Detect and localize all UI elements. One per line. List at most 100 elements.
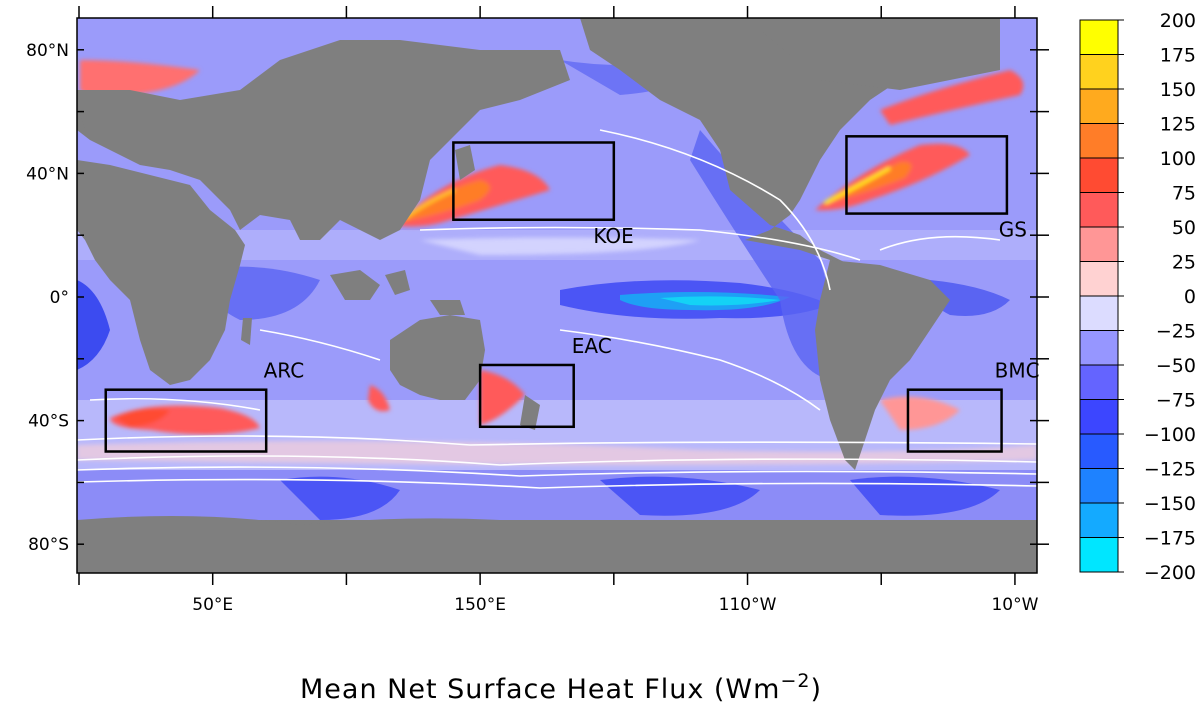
- southern-blue-3: [850, 476, 1000, 516]
- axis-ticks: [77, 6, 1049, 585]
- antarctic-coast: [77, 516, 500, 530]
- colorbar-label: −25: [1156, 321, 1196, 343]
- colorbar-swatch: [1079, 295, 1119, 331]
- flux-field: [77, 18, 1037, 573]
- uk-land: [80, 110, 95, 130]
- colorbar-label: −175: [1144, 528, 1196, 550]
- colorbar-label: −100: [1144, 424, 1196, 446]
- colorbar-label: −50: [1156, 355, 1196, 377]
- bmc-warm: [880, 396, 960, 430]
- colorbar-label: 75: [1172, 183, 1196, 205]
- eac-warm: [480, 370, 525, 425]
- hotspots: [77, 60, 1037, 465]
- gs-streak: [824, 166, 891, 205]
- colorbar-label: 25: [1172, 252, 1196, 274]
- colorbar-swatch: [1079, 261, 1119, 297]
- colorbar-label: 100: [1160, 148, 1196, 170]
- southern-blue-1: [280, 476, 400, 520]
- colorbar-label: 150: [1160, 79, 1196, 101]
- southern-blue-2: [600, 476, 760, 516]
- lat-label: 40°N: [26, 164, 69, 184]
- pink-band-north-pacific: [420, 237, 700, 255]
- africa-land: [77, 160, 245, 385]
- colorbar-swatch: [1079, 537, 1119, 573]
- australia-land: [390, 315, 485, 400]
- region-box-gs: [845, 135, 1009, 215]
- arctic-warm: [80, 60, 200, 97]
- lat-label: 40°S: [28, 412, 69, 432]
- colorbar-swatch: [1079, 19, 1119, 55]
- koe-hot-core: [400, 180, 490, 222]
- region-label-gs: GS: [999, 218, 1027, 242]
- colorbar-swatch: [1079, 433, 1119, 469]
- new-zealand-land: [520, 395, 540, 430]
- agulhas-west: [368, 385, 390, 412]
- lon-label: 10°W: [991, 595, 1038, 615]
- colorbar-swatch: [1079, 54, 1119, 90]
- region-box-arc: [104, 388, 268, 453]
- colorbar-swatch: [1079, 468, 1119, 504]
- contour-line: [77, 435, 1037, 446]
- colorbar-swatch: [1079, 192, 1119, 228]
- colorbar-swatch: [1079, 88, 1119, 124]
- contour-line: [599, 129, 831, 291]
- southeast-asia-islands: [330, 270, 380, 300]
- region-label-bmc: BMC: [995, 359, 1040, 383]
- lon-label: 150°E: [454, 595, 506, 615]
- colorbar-label: 200: [1160, 10, 1196, 32]
- colorbar-label: −125: [1144, 459, 1196, 481]
- map-frame: [76, 17, 1038, 574]
- lat-label: 80°N: [26, 41, 69, 61]
- colorbar-swatch: [1079, 226, 1119, 262]
- land: [77, 18, 1037, 573]
- arc-hot: [115, 408, 170, 427]
- colorbar-swatch: [1079, 157, 1119, 193]
- north-atlantic-warm: [880, 70, 1024, 125]
- west-africa-blue: [77, 280, 110, 370]
- south-america-land: [815, 260, 950, 470]
- region-label-arc: ARC: [264, 359, 305, 383]
- contour-line: [77, 466, 1037, 477]
- colorbar-label: −75: [1156, 390, 1196, 412]
- colorbar-label: 125: [1160, 114, 1196, 136]
- map-panel: [76, 17, 1038, 574]
- lon-label: 110°W: [719, 595, 777, 615]
- colorbar-swatch: [1079, 364, 1119, 400]
- colorbar-label: −200: [1144, 562, 1196, 584]
- region-box-eac: [478, 363, 575, 429]
- colorbar-swatch: [1079, 502, 1119, 538]
- lat-label: 0°: [50, 288, 69, 308]
- contour-lines: [77, 129, 1037, 489]
- lon-label: 50°E: [192, 595, 233, 615]
- contour-line: [77, 455, 1037, 466]
- colorbar-label: 0: [1184, 286, 1196, 308]
- greenland-land: [760, 30, 1000, 90]
- colorbar-label: 175: [1160, 45, 1196, 67]
- colorbar-swatch: [1079, 399, 1119, 435]
- colorbar-swatch: [1079, 123, 1119, 159]
- region-label-koe: KOE: [593, 224, 633, 248]
- region-boxes: KOE GS EAC ARC BMC: [104, 135, 1040, 453]
- latitude-labels: 80°N 40°N 0° 40°S 80°S: [26, 41, 69, 555]
- eurasia-land: [77, 40, 570, 240]
- region-label-eac: EAC: [572, 334, 612, 358]
- new-guinea-land: [430, 300, 465, 315]
- colorbar: 200 175 150 125 100 75 50 25 0 −25 −50 −75 −100 −125 −…: [1079, 10, 1196, 584]
- longitude-labels: 50°E 150°E 110°W 10°W: [192, 595, 1038, 615]
- region-box-koe: [452, 141, 616, 221]
- japan-land: [455, 145, 475, 180]
- colorbar-label: 50: [1172, 217, 1196, 239]
- contour-line: [259, 329, 381, 361]
- atlantic-equatorial-blue: [927, 280, 1010, 316]
- contour-line: [89, 397, 261, 411]
- contour-line: [559, 329, 821, 411]
- colorbar-swatch: [1079, 330, 1119, 366]
- figure-title: Mean Net Surface Heat Flux (Wm−2): [300, 670, 822, 705]
- contour-line: [77, 478, 1037, 489]
- madagascar-land: [241, 318, 252, 345]
- eastern-pacific-blue: [690, 130, 834, 380]
- lat-label: 80°S: [28, 535, 69, 555]
- antarctica-land: [77, 520, 1037, 573]
- borneo-land: [385, 270, 410, 295]
